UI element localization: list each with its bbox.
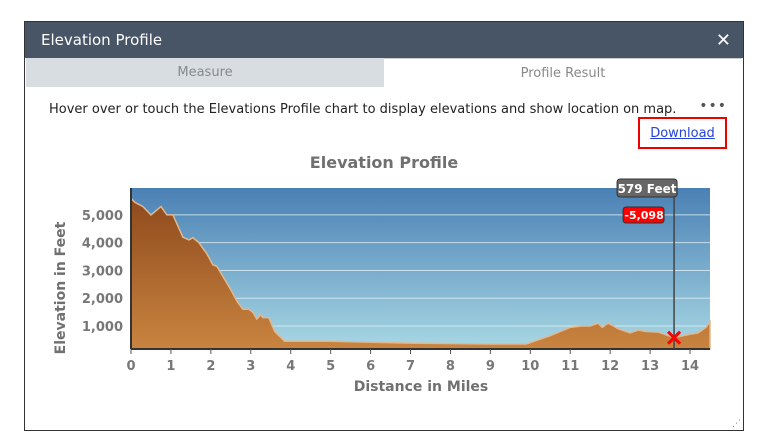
x-tick-label: 11 [561,359,579,374]
close-icon[interactable]: ✕ [715,29,731,51]
x-tick-label: 6 [366,359,375,374]
more-horizontal-icon[interactable]: ••• [699,98,727,114]
tab-profile-result[interactable]: Profile Result [384,58,742,87]
x-tick-label: 1 [166,359,175,374]
window-header: Elevation Profile ✕ [25,22,743,58]
x-axis-label: Distance in Miles [354,379,489,395]
x-tick-label: 10 [521,359,539,374]
delta-tooltip-box [622,206,665,224]
y-tick-label: 4,000 [82,237,123,252]
elevation-area [130,196,711,350]
download-highlight: Download [638,117,727,149]
x-tick-label: 4 [286,359,295,374]
x-tick-label: 13 [641,359,659,374]
tab-bar: Measure Profile Result [26,58,742,87]
download-link[interactable]: Download [650,125,715,141]
x-tick-label: 3 [246,359,255,374]
x-tick-label: 7 [406,359,415,374]
elevation-profile-window: Elevation Profile ✕ Measure Profile Resu… [24,21,744,431]
window-title: Elevation Profile [41,31,163,49]
y-tick-label: 3,000 [82,264,123,279]
y-tick-label: 2,000 [82,292,123,307]
y-tick-label: 1,000 [82,320,123,335]
x-tick-label: 2 [206,359,215,374]
tab-measure[interactable]: Measure [26,58,384,87]
resize-handle-icon[interactable]: ⋰ [732,419,741,429]
elevation-chart[interactable]: Elevation Profile Elevation in Feet Dist… [25,147,743,407]
delta-tooltip: -5,098 [624,209,663,222]
x-tick-label: 0 [126,359,135,374]
x-tick-label: 8 [446,359,455,374]
elevation-tooltip-box [616,178,678,198]
chart-title: Elevation Profile [310,153,459,172]
location-marker-icon [667,330,682,345]
x-tick-label: 5 [326,359,335,374]
info-text: Hover over or touch the Elevations Profi… [49,102,677,117]
x-tick-label: 9 [486,359,495,374]
elevation-tooltip: 579 Feet [618,182,677,196]
x-tick-label: 12 [601,359,619,374]
y-axis-label: Elevation in Feet [53,221,69,354]
x-tick-label: 14 [681,359,699,374]
y-tick-label: 5,000 [82,209,123,224]
